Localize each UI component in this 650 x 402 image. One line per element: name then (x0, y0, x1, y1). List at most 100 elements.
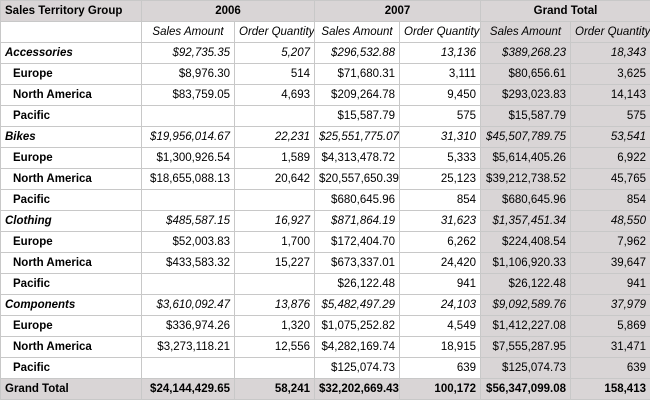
group-value-cell: 37,979 (570, 294, 650, 316)
region-label[interactable]: Pacific (0, 357, 142, 379)
group-value-cell: $3,610,092.47 (141, 294, 235, 316)
group-label[interactable]: Clothing (0, 210, 142, 232)
region-label[interactable]: Pacific (0, 105, 142, 127)
group-value-cell: $296,532.88 (314, 42, 400, 64)
region-value-cell (141, 189, 235, 211)
group-value-cell: $9,092,589.76 (480, 294, 571, 316)
region-label[interactable]: Pacific (0, 273, 142, 295)
region-label[interactable]: North America (0, 168, 142, 190)
grand-total-cell: $56,347,099.08 (480, 378, 571, 400)
measure-sales-2006[interactable]: Sales Amount (141, 21, 235, 43)
group-value-cell: $5,482,497.29 (314, 294, 400, 316)
group-row: Components $3,610,092.47 13,876 $5,482,497.… (0, 294, 650, 316)
group-value-cell: $19,956,014.67 (141, 126, 235, 148)
region-row: Pacific $26,122.48 941 $26,122.48 941 (0, 273, 650, 295)
region-row: Pacific $680,645.96 854 $680,645.96 854 (0, 189, 650, 211)
grand-total-cell: 100,172 (399, 378, 481, 400)
region-value-cell: $15,587.79 (480, 105, 571, 127)
region-value-cell (234, 357, 315, 379)
region-value-cell: 1,700 (234, 231, 315, 253)
measure-qty-2006[interactable]: Order Quantity (234, 21, 315, 43)
grand-total-row: Grand Total $24,144,429.65 58,241 $32,20… (0, 378, 650, 400)
region-label[interactable]: North America (0, 252, 142, 274)
region-value-cell: $293,023.83 (480, 84, 571, 106)
region-label[interactable]: Europe (0, 231, 142, 253)
measure-qty-2007[interactable]: Order Quantity (399, 21, 481, 43)
region-value-cell: 24,420 (399, 252, 481, 274)
region-row: North America $433,583.32 15,227 $673,337.0… (0, 252, 650, 274)
measure-qty-total[interactable]: Order Quantity (570, 21, 650, 43)
region-value-cell: 3,625 (570, 63, 650, 85)
group-value-cell: 13,136 (399, 42, 481, 64)
region-label[interactable]: North America (0, 336, 142, 358)
region-value-cell: $209,264.78 (314, 84, 400, 106)
region-row: Europe $1,300,926.54 1,589 $4,313,478.72 5,3… (0, 147, 650, 169)
grand-total-cell: 58,241 (234, 378, 315, 400)
region-value-cell: $1,300,926.54 (141, 147, 235, 169)
group-value-cell: $389,268.23 (480, 42, 571, 64)
region-value-cell: $673,337.01 (314, 252, 400, 274)
year-header-2007[interactable]: 2007 (314, 0, 481, 22)
region-value-cell: $15,587.79 (314, 105, 400, 127)
group-value-cell: $92,735.35 (141, 42, 235, 64)
region-label[interactable]: Pacific (0, 189, 142, 211)
group-row: Clothing $485,587.15 16,927 $871,864.19 31,6… (0, 210, 650, 232)
region-value-cell: 1,320 (234, 315, 315, 337)
region-value-cell: 14,143 (570, 84, 650, 106)
measure-sales-total[interactable]: Sales Amount (480, 21, 571, 43)
group-value-cell: $485,587.15 (141, 210, 235, 232)
group-label[interactable]: Bikes (0, 126, 142, 148)
region-value-cell: $1,106,920.33 (480, 252, 571, 274)
region-value-cell: $39,212,738.52 (480, 168, 571, 190)
region-row: North America $18,655,088.13 20,642 $20,557… (0, 168, 650, 190)
group-value-cell: $871,864.19 (314, 210, 400, 232)
group-value-cell: 16,927 (234, 210, 315, 232)
grand-total-header[interactable]: Grand Total (480, 0, 650, 22)
group-row: Bikes $19,956,014.67 22,231 $25,551,775.07 3… (0, 126, 650, 148)
pivot-body: Accessories $92,735.35 5,207 $296,532.88 13,… (0, 42, 650, 379)
grand-total-cell: $32,202,669.43 (314, 378, 400, 400)
group-row: Accessories $92,735.35 5,207 $296,532.88 13,… (0, 42, 650, 64)
region-row: Europe $8,976.30 514 $71,680.31 3,111 $80,656… (0, 63, 650, 85)
region-label[interactable]: Europe (0, 147, 142, 169)
measure-sales-2007[interactable]: Sales Amount (314, 21, 400, 43)
group-label[interactable]: Accessories (0, 42, 142, 64)
region-value-cell: $680,645.96 (314, 189, 400, 211)
group-value-cell: $45,507,789.75 (480, 126, 571, 148)
group-label[interactable]: Components (0, 294, 142, 316)
region-value-cell: $20,557,650.39 (314, 168, 400, 190)
region-value-cell: 5,869 (570, 315, 650, 337)
region-value-cell (234, 189, 315, 211)
year-header-2006[interactable]: 2006 (141, 0, 315, 22)
group-value-cell: $1,357,451.34 (480, 210, 571, 232)
region-value-cell: $125,074.73 (480, 357, 571, 379)
region-row: Europe $336,974.26 1,320 $1,075,252.82 4,549… (0, 315, 650, 337)
region-value-cell: 854 (570, 189, 650, 211)
region-value-cell: $4,313,478.72 (314, 147, 400, 169)
header-row-measures: Sales Amount Order Quantity Sales Amount… (0, 21, 650, 43)
region-value-cell: $1,412,227.08 (480, 315, 571, 337)
group-value-cell: 53,541 (570, 126, 650, 148)
region-value-cell: 31,471 (570, 336, 650, 358)
corner-cell (0, 21, 142, 43)
region-value-cell: $1,075,252.82 (314, 315, 400, 337)
region-value-cell: 575 (570, 105, 650, 127)
region-value-cell: 3,111 (399, 63, 481, 85)
region-value-cell: 6,922 (570, 147, 650, 169)
region-row: Pacific $15,587.79 575 $15,587.79 575 (0, 105, 650, 127)
group-value-cell: 31,310 (399, 126, 481, 148)
region-value-cell: 7,962 (570, 231, 650, 253)
region-value-cell (141, 357, 235, 379)
region-label[interactable]: Europe (0, 315, 142, 337)
group-value-cell: 22,231 (234, 126, 315, 148)
region-label[interactable]: Europe (0, 63, 142, 85)
region-value-cell: 12,556 (234, 336, 315, 358)
region-value-cell (141, 105, 235, 127)
region-label[interactable]: North America (0, 84, 142, 106)
region-value-cell: 941 (570, 273, 650, 295)
region-value-cell: $71,680.31 (314, 63, 400, 85)
row-label-header[interactable]: Sales Territory Group (0, 0, 142, 22)
region-value-cell: $52,003.83 (141, 231, 235, 253)
region-value-cell: 25,123 (399, 168, 481, 190)
group-value-cell: 31,623 (399, 210, 481, 232)
